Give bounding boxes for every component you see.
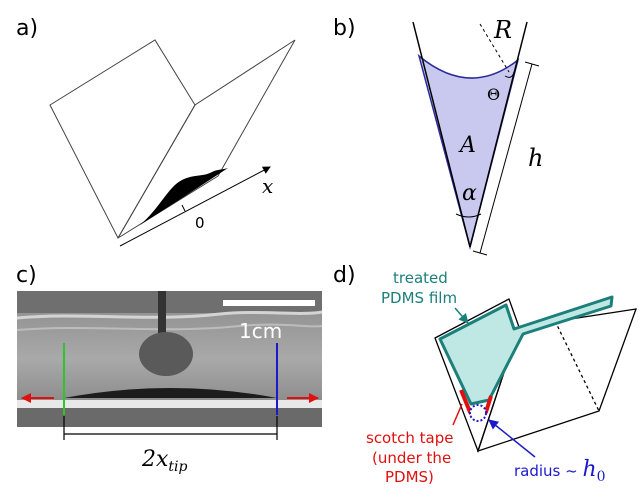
x-axis-arrow bbox=[119, 166, 271, 247]
pdms-film bbox=[438, 295, 614, 406]
height-dimension bbox=[472, 61, 540, 256]
groove-wall-left bbox=[412, 21, 471, 248]
scale-bar-label: 1cm bbox=[239, 319, 282, 343]
groove-wall-right bbox=[469, 21, 528, 248]
film-label-line2: PDMS film bbox=[381, 289, 457, 307]
tape-label-line1: scotch tape bbox=[366, 429, 453, 447]
film-pointer-arrow bbox=[454, 307, 469, 324]
panel-a-label: a) bbox=[16, 16, 38, 41]
span-label: 2xtip bbox=[141, 447, 188, 475]
tape-pointer-line bbox=[452, 403, 463, 426]
radius-label: radius ~ h0 bbox=[514, 457, 606, 485]
panel-d: d) treated PDMS film scotch tape (under … bbox=[333, 263, 637, 486]
apex-angle-arc bbox=[455, 213, 482, 218]
experiment-photo: 1cm bbox=[16, 291, 323, 427]
height-label: h bbox=[528, 144, 543, 172]
panel-d-label: d) bbox=[333, 263, 356, 288]
apex-angle-label: α bbox=[462, 181, 477, 206]
scale-bar bbox=[223, 300, 315, 306]
tape-label-line2: (under the bbox=[372, 449, 451, 467]
film-label-line1: treated bbox=[393, 269, 448, 287]
radius-pointer-arrow bbox=[488, 419, 536, 458]
span-dimension bbox=[63, 416, 278, 440]
contact-angle-label: Θ bbox=[487, 85, 500, 104]
panel-b-label: b) bbox=[333, 16, 356, 41]
origin-tick bbox=[181, 204, 186, 212]
tape-label-line3: PDMS) bbox=[385, 468, 434, 486]
panel-a: a) x 0 bbox=[16, 16, 296, 247]
origin-label: 0 bbox=[195, 214, 205, 232]
x-axis-label: x bbox=[262, 174, 273, 198]
v-groove-sheets bbox=[49, 39, 296, 240]
liquid-drop-profile bbox=[140, 168, 228, 225]
panel-c: c) 1cm 2xtip bbox=[16, 263, 323, 475]
contact-angle-arc bbox=[504, 71, 515, 78]
panel-b: b) R Θ A α h bbox=[333, 16, 543, 256]
meniscus-radius-circle bbox=[469, 404, 487, 422]
pendant-droplet bbox=[139, 332, 193, 376]
panel-c-label: c) bbox=[16, 263, 37, 288]
radius-label: R bbox=[493, 16, 512, 44]
spread-liquid-film bbox=[64, 388, 277, 398]
area-label: A bbox=[458, 133, 476, 158]
